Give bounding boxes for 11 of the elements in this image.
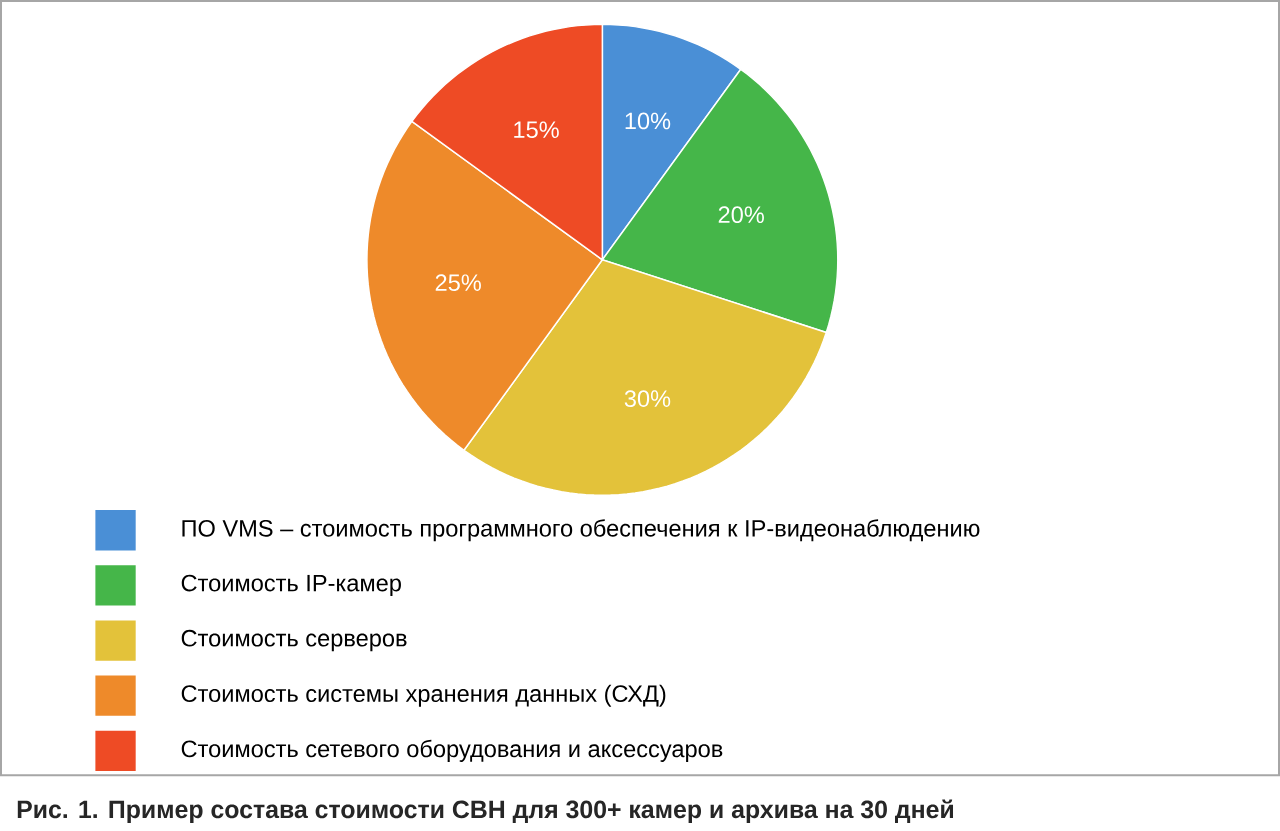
- data-label: 10%: [625, 112, 671, 130]
- data-label: 30%: [624, 390, 671, 407]
- legend-label: ПО VMS – стоимость программного обеспечения к IP-видеонаблюдению: [182, 518, 980, 542]
- text: Рис. 1. Пример состава стоимости СВН для 300+ камер и архива на 30 дней: [17, 799, 954, 823]
- data-label: 25%: [435, 274, 481, 291]
- legend-label: Стоимость системы хранения данных (СХД): [181, 684, 666, 707]
- legend-label: Стоимость сетевого оборудования и аксессуаров: [181, 739, 723, 762]
- data-label: 15%: [514, 121, 559, 138]
- data-label: 20%: [718, 206, 764, 223]
- legend-label: Стоимость серверов: [181, 629, 407, 652]
- legend-label: Стоимость IP-камер: [181, 574, 401, 596]
